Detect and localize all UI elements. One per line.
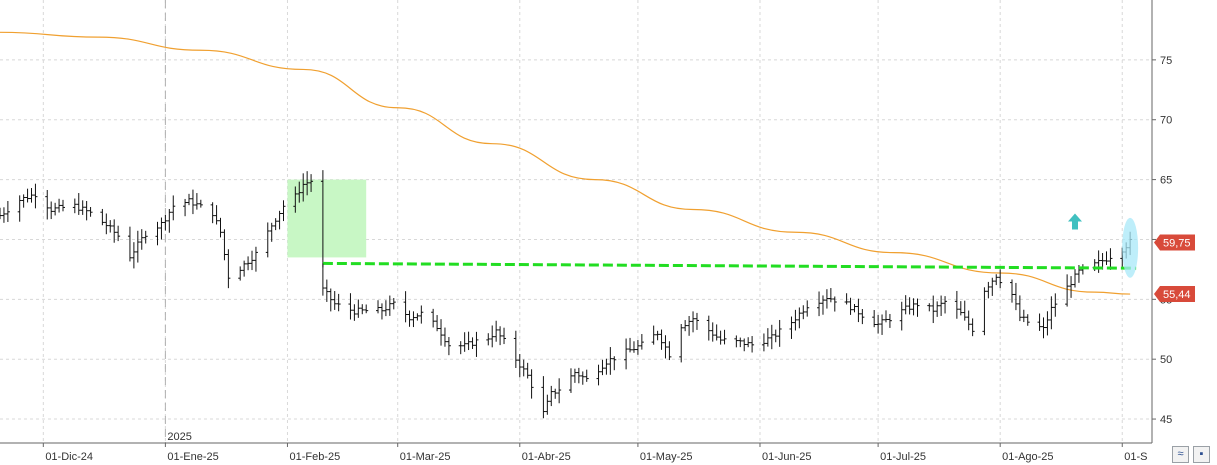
y-tick-label: 70 xyxy=(1160,115,1172,127)
x-tick-label: 01-Ene-25 xyxy=(167,451,218,463)
save-icon[interactable]: ▪ xyxy=(1193,446,1210,463)
x-tick-label: 01-May-25 xyxy=(640,451,693,463)
y-tick-label: 65 xyxy=(1160,175,1172,187)
price-label: 59,75 xyxy=(1154,234,1195,251)
y-tick-label: 75 xyxy=(1160,55,1172,67)
year-label: 2025 xyxy=(167,431,191,443)
x-tick-label: 01-Dic-24 xyxy=(45,451,93,463)
grid xyxy=(0,0,1150,443)
price-labels-layer: 59,75 55,44 xyxy=(1154,234,1195,303)
x-tick-label: 01-Abr-25 xyxy=(522,451,571,463)
price-label: 55,44 xyxy=(1154,286,1195,303)
y-tick-label: 45 xyxy=(1160,414,1172,426)
x-tick-label: 01-Jun-25 xyxy=(762,451,812,463)
x-tick-label: 01-S xyxy=(1124,451,1147,463)
moving-average-line xyxy=(0,31,1131,295)
price-label-text: 55,44 xyxy=(1163,289,1191,301)
y-tick-label: 50 xyxy=(1160,354,1172,366)
axes-layer xyxy=(0,0,1156,447)
resistance-line xyxy=(322,261,1137,270)
price-label-box xyxy=(1154,234,1195,251)
price-label-text: 59,75 xyxy=(1163,237,1191,249)
chart-toggle-icon[interactable]: ≈ xyxy=(1172,446,1189,463)
x-tick-label: 01-Mar-25 xyxy=(400,451,451,463)
highlight-ellipse xyxy=(1122,217,1139,278)
x-tick-label: 01-Feb-25 xyxy=(289,451,340,463)
price-bars-layer xyxy=(0,170,1133,419)
x-tick-label: 01-Ago-25 xyxy=(1002,451,1053,463)
x-tick-label: 01-Jul-25 xyxy=(880,451,926,463)
price-label-box xyxy=(1154,286,1195,303)
moving-average-layer xyxy=(0,31,1131,295)
up-arrow-icon xyxy=(1067,213,1082,230)
markers-layer xyxy=(1067,213,1139,278)
resistance-layer xyxy=(322,261,1137,270)
x-axis-labels: 01-Dic-24 01-Ene-25 01-Feb-25 01-Mar-25 01-A… xyxy=(45,431,1147,463)
